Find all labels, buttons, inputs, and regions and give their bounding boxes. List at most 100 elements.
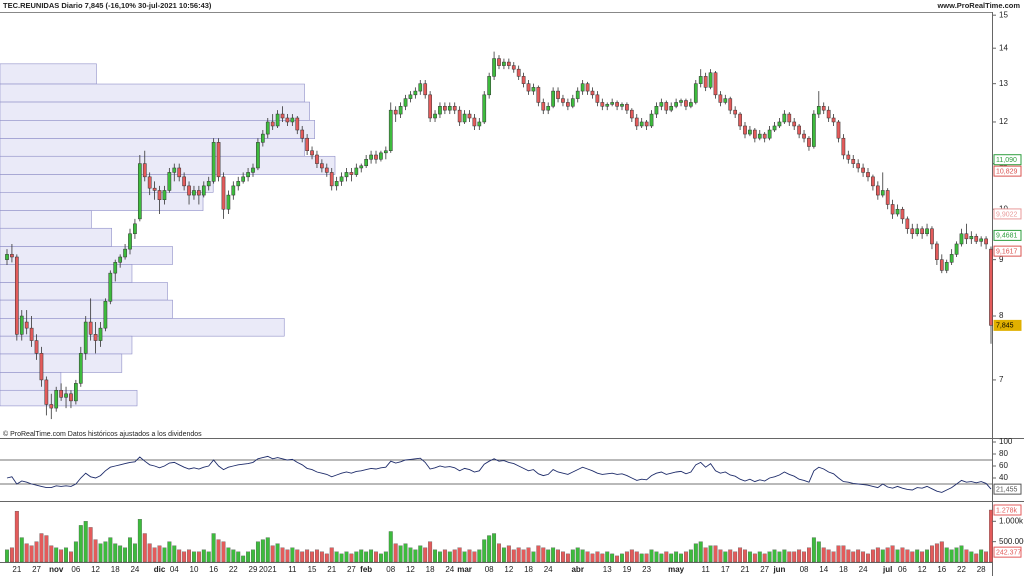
candle-body xyxy=(964,233,969,240)
volume-bar xyxy=(147,543,152,563)
candle-body xyxy=(969,236,974,240)
level-box xyxy=(993,165,1022,177)
volume-bar xyxy=(816,541,821,563)
volume-bar xyxy=(659,553,664,563)
volume-bar xyxy=(836,545,841,563)
volume-bar xyxy=(895,549,900,563)
volume-profile-bar xyxy=(0,210,92,229)
volume-bar xyxy=(900,547,905,563)
candle-body xyxy=(113,262,118,274)
volume-bar xyxy=(501,547,506,563)
candle-body xyxy=(649,113,654,127)
candle-body xyxy=(14,256,19,335)
volume-bar xyxy=(388,531,393,563)
volume-bar xyxy=(866,553,870,563)
level-box xyxy=(993,504,1022,516)
x-tick-label: feb xyxy=(360,565,372,574)
volume-bar xyxy=(324,553,329,563)
volume-bar xyxy=(467,549,472,563)
candle-body xyxy=(379,152,383,160)
x-tick-label: 06 xyxy=(71,565,80,574)
candle-body xyxy=(477,121,482,127)
volume-bar xyxy=(644,553,649,563)
candle-body xyxy=(536,87,541,103)
candle-body xyxy=(831,117,836,123)
volume-bar xyxy=(226,547,231,563)
x-tick-label: 24 xyxy=(859,565,868,574)
candle-body xyxy=(703,76,708,88)
candle-body xyxy=(123,248,127,258)
x-tick-label: 11 xyxy=(701,565,710,574)
candle-body xyxy=(147,176,152,189)
candle-body xyxy=(246,172,250,178)
volume-bar xyxy=(600,553,605,563)
volume-bar xyxy=(192,551,196,563)
x-tick-label: 21 xyxy=(327,565,336,574)
volume-bar xyxy=(280,547,285,563)
candle-body xyxy=(502,61,506,66)
x-tick-label: 24 xyxy=(130,565,139,574)
volume-bar xyxy=(103,541,108,563)
x-tick-label: dic xyxy=(154,565,166,574)
candle-body xyxy=(452,106,457,111)
volume-bar xyxy=(123,547,128,563)
y-tick-label: 100 xyxy=(999,437,1013,446)
x-tick-label: jun xyxy=(772,565,785,574)
candle-body xyxy=(24,321,29,329)
volume-bar xyxy=(984,551,989,563)
level-box xyxy=(993,154,1022,166)
x-tick-label: 28 xyxy=(977,565,986,574)
x-tick-label: 10 xyxy=(190,565,199,574)
candle-body xyxy=(300,129,305,139)
volume-bar xyxy=(172,545,177,563)
y-tick-label: 14 xyxy=(999,43,1008,52)
candle-body xyxy=(895,208,900,215)
volume-bar xyxy=(684,551,688,563)
volume-bar xyxy=(954,547,959,563)
volume-bar xyxy=(275,543,280,563)
x-tick-label: jul xyxy=(882,565,892,574)
volume-bar xyxy=(29,545,34,563)
volume-bar xyxy=(319,551,324,563)
candle-body xyxy=(349,172,354,175)
candle-body xyxy=(782,113,787,123)
volume-bar xyxy=(506,545,511,563)
candle-body xyxy=(59,390,63,398)
volume-bar xyxy=(270,545,275,563)
candle-body xyxy=(497,58,501,66)
volume-profile-bar xyxy=(0,174,214,193)
candle-body xyxy=(757,133,762,139)
volume-bar xyxy=(438,551,442,563)
candle-body xyxy=(861,167,865,173)
volume-bar xyxy=(44,535,49,563)
volume-bar xyxy=(246,551,251,563)
x-tick-label: may xyxy=(668,565,685,574)
volume-bar xyxy=(979,549,984,563)
candle-body xyxy=(344,172,349,178)
volume-bar xyxy=(959,545,964,563)
candle-body xyxy=(974,236,979,242)
x-tick-label: 21 xyxy=(741,565,750,574)
candle-body xyxy=(29,327,34,341)
candle-body xyxy=(762,133,767,139)
candle-body xyxy=(566,102,570,107)
x-tick-label: 14 xyxy=(819,565,828,574)
volume-bar xyxy=(615,555,620,563)
candle-body xyxy=(270,121,275,127)
x-tick-label: 21 xyxy=(12,565,21,574)
candle-body xyxy=(103,301,108,329)
volume-bar xyxy=(433,549,437,563)
candle-body xyxy=(664,102,669,111)
volume-bar xyxy=(83,521,88,563)
candle-body xyxy=(506,61,511,66)
candle-body xyxy=(74,383,78,402)
volume-bar xyxy=(551,547,556,563)
candle-body xyxy=(511,65,516,70)
candle-body xyxy=(192,190,196,196)
volume-bar xyxy=(738,547,743,563)
candle-body xyxy=(206,181,211,187)
volume-bar xyxy=(556,549,560,563)
volume-bar xyxy=(408,547,413,563)
candle-body xyxy=(359,165,364,169)
